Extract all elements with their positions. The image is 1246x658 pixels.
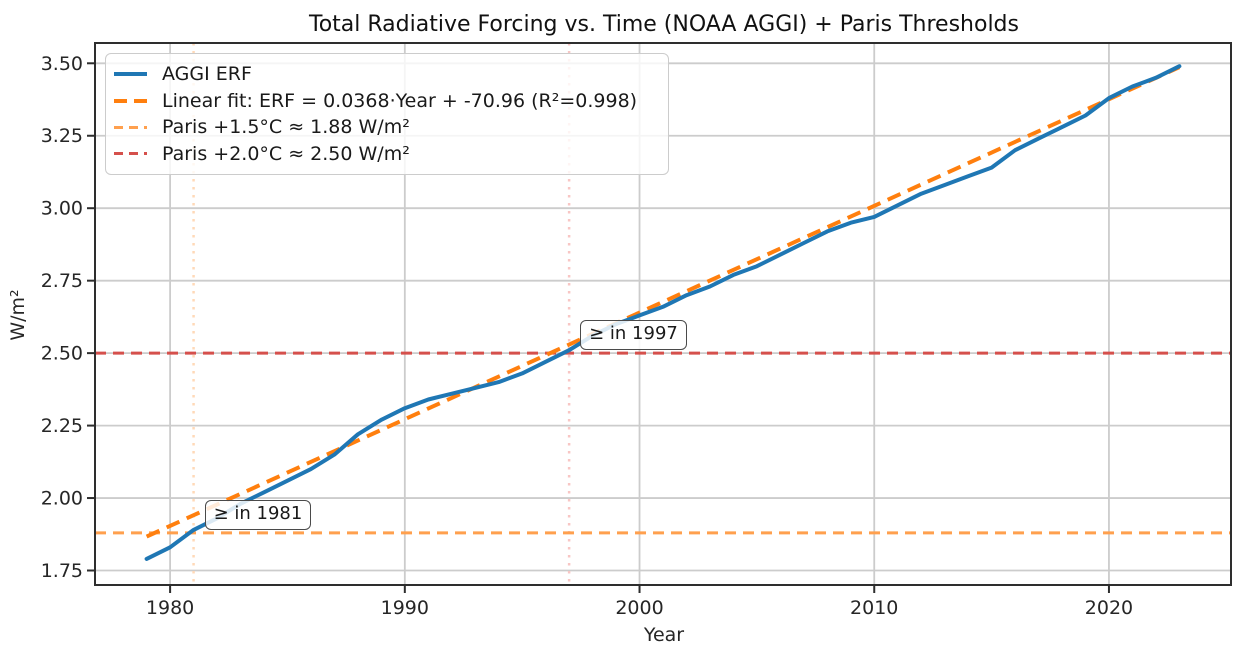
legend-item-aggi-erf: AGGI ERF — [114, 61, 658, 88]
x-tick-label: 1990 — [381, 597, 429, 619]
x-axis-label: Year — [643, 624, 684, 646]
legend-item-linear-fit: Linear fit: ERF = 0.0368·Year + -70.96 (… — [114, 88, 658, 115]
x-tick-label: 2000 — [615, 597, 663, 619]
line-swatch-icon — [114, 72, 147, 77]
legend-label: Paris +2.0°C ≈ 2.50 W/m² — [162, 142, 410, 165]
y-tick-label: 2.00 — [41, 488, 83, 510]
annotation-1997: ≥ in 1997 — [580, 320, 687, 351]
legend-label: Linear fit: ERF = 0.0368·Year + -70.96 (… — [162, 89, 638, 112]
y-tick-label: 3.50 — [41, 53, 83, 75]
x-tick-label: 1980 — [146, 597, 194, 619]
y-tick-label: 3.00 — [41, 198, 83, 220]
legend-label: Paris +1.5°C ≈ 1.88 W/m² — [162, 116, 410, 139]
x-tick-label: 2020 — [1085, 597, 1133, 619]
y-tick-label: 1.75 — [41, 560, 83, 582]
line-swatch-icon — [114, 98, 147, 103]
x-tick-label: 2010 — [850, 597, 898, 619]
y-tick-label: 3.25 — [41, 125, 83, 147]
legend-item-paris-1-5: Paris +1.5°C ≈ 1.88 W/m² — [114, 114, 658, 141]
plot-border — [94, 42, 1232, 586]
chart-title: Total Radiative Forcing vs. Time (NOAA A… — [308, 12, 1019, 37]
line-swatch-icon — [114, 125, 147, 129]
aggi-erf-line — [144, 64, 1182, 561]
legend-item-paris-2-0: Paris +2.0°C ≈ 2.50 W/m² — [114, 141, 658, 168]
y-tick-label: 2.25 — [41, 415, 83, 437]
annotation-1981: ≥ in 1981 — [204, 499, 312, 530]
y-tick-label: 2.50 — [41, 343, 83, 365]
line-swatch-icon — [114, 152, 147, 156]
y-axis-label: W/m² — [7, 289, 29, 340]
linear-fit-line — [145, 65, 1181, 539]
legend-label: AGGI ERF — [162, 63, 252, 86]
chart-legend: AGGI ERF Linear fit: ERF = 0.0368·Year +… — [105, 53, 669, 175]
y-tick-label: 2.75 — [41, 270, 83, 292]
